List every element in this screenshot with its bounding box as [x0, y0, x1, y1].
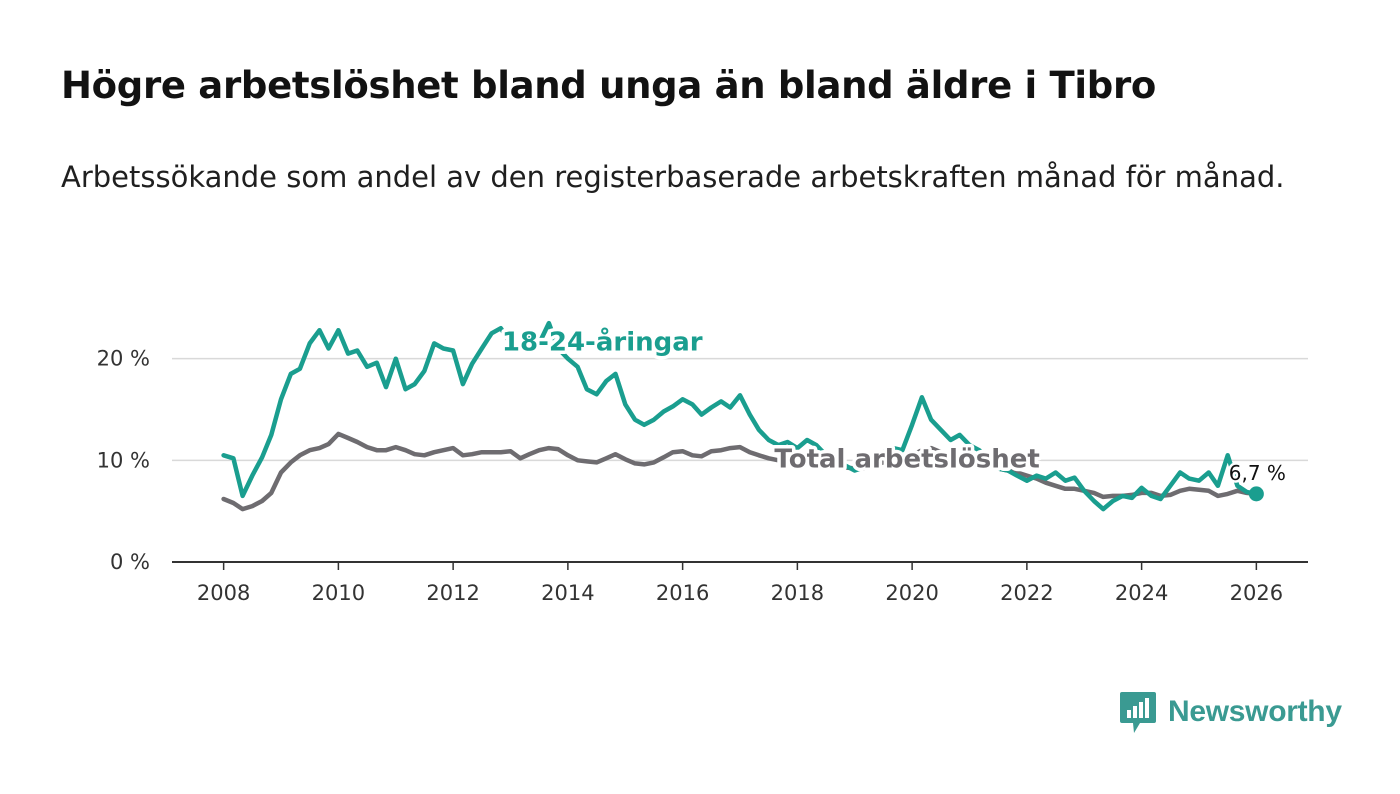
x-tick-label: 2008	[197, 581, 250, 605]
x-tick-label: 2012	[426, 581, 479, 605]
x-axis-ticks: 2008 2010 2012 2014 2016 2018 2020 2022 2024 2026	[172, 561, 1308, 605]
newsworthy-wordmark: Newsworthy	[1168, 695, 1342, 728]
y-tick-label: 20 %	[97, 347, 150, 371]
y-axis-ticks: 0 % 10 % 20 %	[97, 347, 150, 574]
x-tick-label: 2024	[1115, 581, 1168, 605]
x-tick-label: 2020	[885, 581, 938, 605]
y-tick-label: 0 %	[110, 550, 150, 574]
series-line-total	[221, 431, 1259, 512]
x-tick-label: 2026	[1230, 581, 1283, 605]
end-point-marker	[1248, 486, 1264, 502]
x-tick-label: 2022	[1000, 581, 1053, 605]
x-tick-label: 2010	[312, 581, 365, 605]
series-labels: 18-24-åringar Total arbetslöshet 6,7 %	[498, 322, 1288, 487]
end-value-label: 6,7 %	[1229, 461, 1286, 485]
y-tick-label: 10 %	[97, 448, 150, 472]
x-tick-label: 2018	[771, 581, 824, 605]
series-lines	[221, 320, 1264, 512]
newsworthy-logo-icon	[1120, 692, 1156, 733]
series-label-18-24: 18-24-åringar	[502, 326, 703, 358]
x-tick-label: 2014	[541, 581, 594, 605]
chart-subtitle: Arbetssökande som andel av den registerb…	[61, 160, 1285, 194]
series-label-total: Total arbetslöshet	[774, 444, 1039, 474]
x-tick-label: 2016	[656, 581, 709, 605]
chart-title: Högre arbetslöshet bland unga än bland ä…	[61, 64, 1157, 107]
series-line-18-24	[221, 320, 1259, 512]
newsworthy-logo: Newsworthy	[1118, 688, 1342, 736]
